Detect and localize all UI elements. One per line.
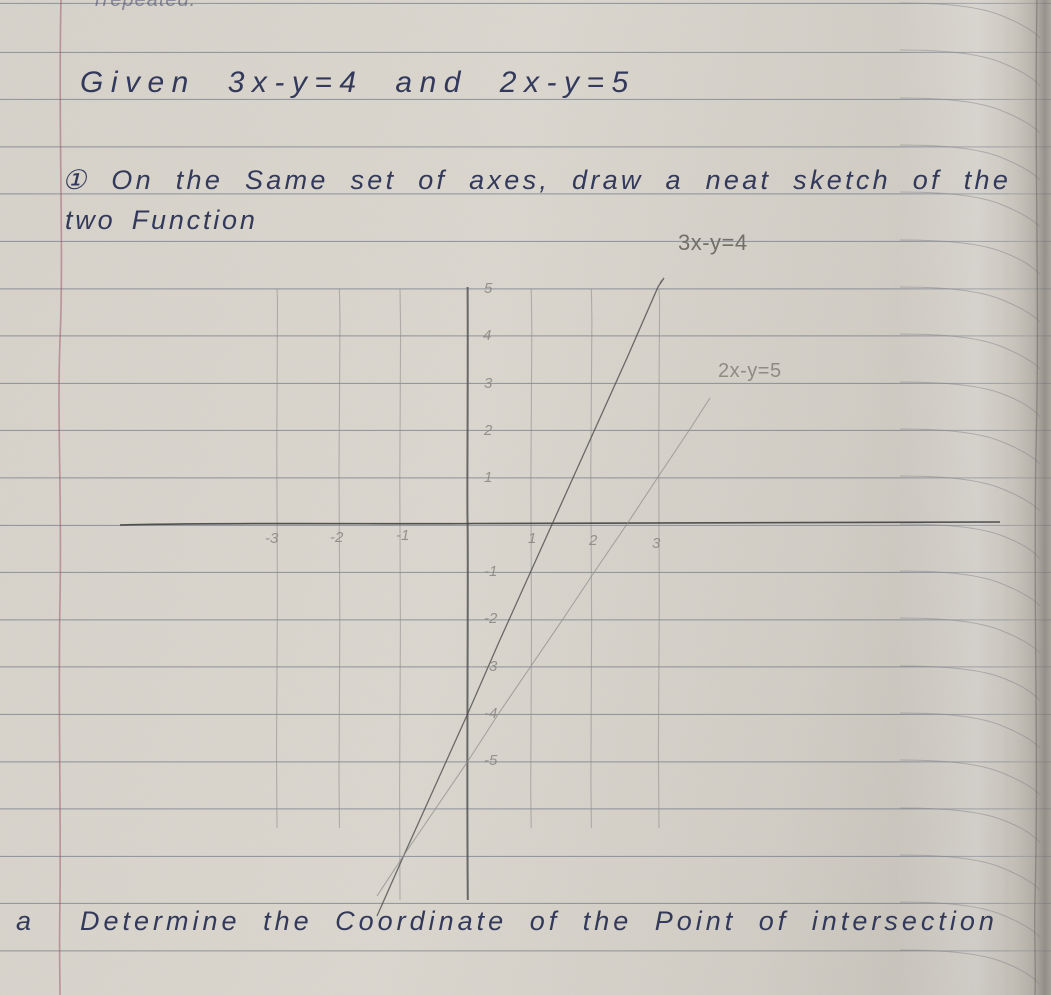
svg-text:-2: -2 [484,610,498,627]
svg-text:-1: -1 [484,563,497,580]
svg-text:-3: -3 [265,530,279,547]
svg-text:4: 4 [483,327,491,344]
svg-text:3: 3 [652,535,661,552]
svg-text:3: 3 [484,375,493,392]
svg-text:2: 2 [588,532,598,549]
svg-text:-5: -5 [484,752,498,769]
svg-text:-2: -2 [330,529,344,546]
svg-text:-4: -4 [484,705,497,722]
svg-text:-1: -1 [396,527,409,544]
svg-text:5: 5 [484,280,493,297]
svg-text:1: 1 [528,530,536,547]
svg-text:1: 1 [484,469,492,486]
svg-text:2: 2 [483,422,493,439]
svg-text:-3: -3 [484,658,498,675]
